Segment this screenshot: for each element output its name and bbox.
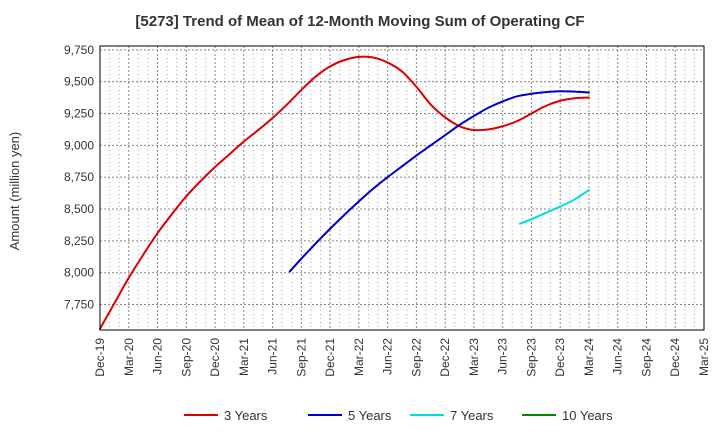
y-tick-label: 8,500 bbox=[64, 202, 94, 216]
y-tick-label: 9,750 bbox=[64, 43, 94, 57]
x-tick-label: Jun-24 bbox=[611, 338, 625, 375]
x-tick-label: Jun-20 bbox=[151, 338, 165, 375]
x-tick-label: Jun-22 bbox=[381, 338, 395, 375]
plot-area-frame bbox=[99, 45, 705, 331]
x-tick-label: Jun-23 bbox=[496, 338, 510, 375]
x-axis-ticks: Dec-19 Mar-20 Jun-20 Sep-20 Dec-20 Mar-21 Jun-… bbox=[93, 338, 711, 377]
y-tick-label: 7,750 bbox=[64, 298, 94, 312]
y-tick-label: 9,500 bbox=[64, 75, 94, 89]
y-axis-ticks: 7,750 8,000 8,250 8,500 8,750 9,000 9,250 9,500… bbox=[64, 43, 94, 312]
x-tick-label: Sep-23 bbox=[524, 338, 538, 377]
x-tick-label: Sep-22 bbox=[409, 338, 423, 377]
x-tick-label: Dec-24 bbox=[668, 338, 682, 377]
chart-title: [5273] Trend of Mean of 12-Month Moving … bbox=[135, 13, 584, 30]
y-tick-label: 8,750 bbox=[64, 170, 94, 184]
legend-label-3-years: 3 Years bbox=[224, 408, 268, 423]
y-tick-label: 8,250 bbox=[64, 234, 94, 248]
series-line-5-years bbox=[288, 90, 590, 273]
x-tick-label: Dec-21 bbox=[323, 338, 337, 377]
x-tick-label: Mar-20 bbox=[122, 338, 136, 376]
y-tick-label: 8,000 bbox=[64, 266, 94, 280]
x-tick-label: Dec-20 bbox=[208, 338, 222, 377]
series-line-3-years bbox=[99, 55, 590, 330]
x-tick-label: Dec-22 bbox=[438, 338, 452, 377]
legend-label-5-years: 5 Years bbox=[348, 408, 392, 423]
x-tick-label: Mar-24 bbox=[582, 338, 596, 376]
x-tick-label: Sep-21 bbox=[294, 338, 308, 377]
x-tick-label: Mar-21 bbox=[237, 338, 251, 376]
x-tick-label: Dec-23 bbox=[553, 338, 567, 377]
y-tick-label: 9,250 bbox=[64, 106, 94, 120]
legend-label-10-years: 10 Years bbox=[562, 408, 613, 423]
x-tick-label: Dec-19 bbox=[93, 338, 107, 377]
legend-label-7-years: 7 Years bbox=[450, 408, 494, 423]
series-line-7-years bbox=[518, 188, 590, 225]
x-tick-label: Mar-23 bbox=[467, 338, 481, 376]
y-axis-label: Amount (million yen) bbox=[7, 132, 22, 251]
x-tick-label: Jun-21 bbox=[266, 338, 280, 375]
x-tick-label: Sep-24 bbox=[639, 338, 653, 377]
x-tick-label: Mar-22 bbox=[352, 338, 366, 376]
y-tick-label: 9,000 bbox=[64, 138, 94, 152]
grid bbox=[100, 46, 704, 330]
legend: 3 Years 5 Years 7 Years 10 Years bbox=[184, 408, 613, 423]
x-tick-label: Mar-25 bbox=[697, 338, 711, 376]
x-tick-label: Sep-20 bbox=[179, 338, 193, 377]
series-layer bbox=[99, 55, 590, 330]
